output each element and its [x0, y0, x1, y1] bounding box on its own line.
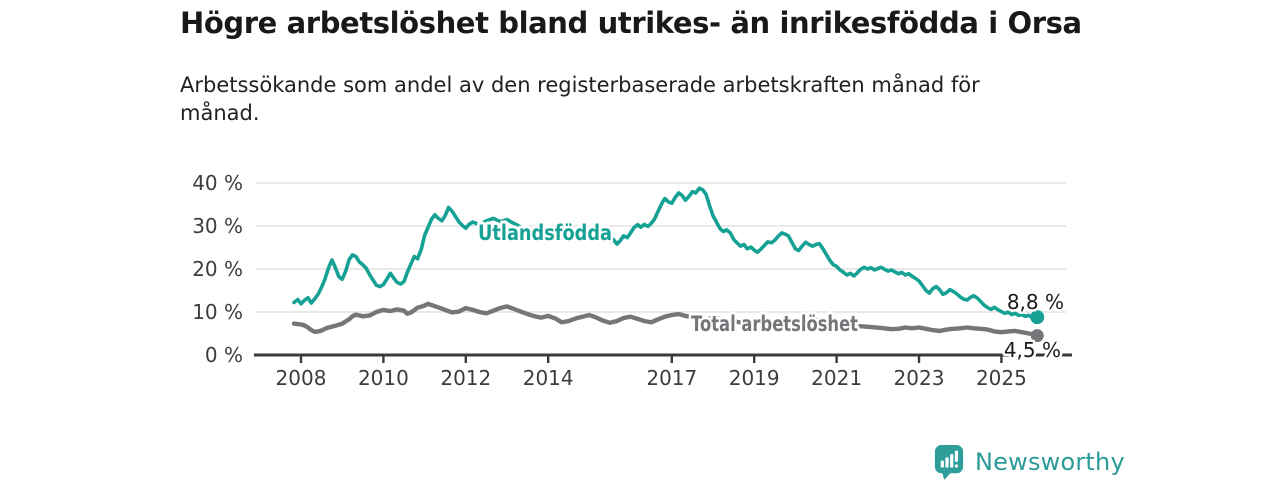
bar-chart-speech-bubble-icon: [934, 445, 964, 480]
x-tick-label-2014: 2014: [523, 366, 574, 390]
end-value-label-utlandsfodda: 8,8 %: [1007, 290, 1064, 314]
x-tick-label-2008: 2008: [276, 366, 327, 390]
page-title: Högre arbetslöshet bland utrikes- än inr…: [180, 6, 1082, 40]
y-tick-label-0: 0 %: [205, 343, 243, 367]
x-tick-label-2025: 2025: [976, 366, 1027, 390]
y-tick-label-40: 40 %: [192, 171, 243, 195]
chart-subtitle: Arbetssökande som andel av den registerb…: [180, 73, 980, 126]
y-tick-label-10: 10 %: [192, 300, 243, 324]
x-tick-label-2023: 2023: [894, 366, 945, 390]
x-tick-label-2019: 2019: [729, 366, 780, 390]
x-tick-label-2017: 2017: [646, 366, 697, 390]
series-end-dot-total: [1030, 329, 1044, 343]
series-line-total: [291, 301, 1040, 338]
series-label-utlandsfodda: Utlandsfödda: [478, 221, 612, 245]
newsworthy-wordmark: Newsworthy: [975, 447, 1125, 476]
newsworthy-logo-link[interactable]: Newsworthy: [933, 443, 1125, 480]
x-tick-label-2021: 2021: [811, 366, 862, 390]
y-tick-label-30: 30 %: [192, 214, 243, 238]
end-value-label-total: 4,5 %: [1004, 338, 1061, 362]
y-tick-label-20: 20 %: [192, 257, 243, 281]
x-tick-label-2012: 2012: [440, 366, 491, 390]
series-line-utlandsfodda: [292, 186, 1039, 320]
series-end-dot-utlandsfodda: [1030, 310, 1045, 325]
x-tick-label-2010: 2010: [358, 366, 409, 390]
series-label-total-arbetsloshet: Total arbetslöshet: [691, 312, 858, 336]
